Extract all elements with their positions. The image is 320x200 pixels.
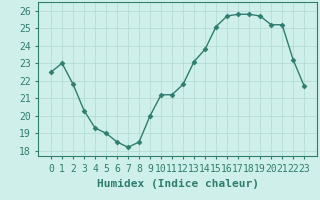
- X-axis label: Humidex (Indice chaleur): Humidex (Indice chaleur): [97, 179, 259, 189]
